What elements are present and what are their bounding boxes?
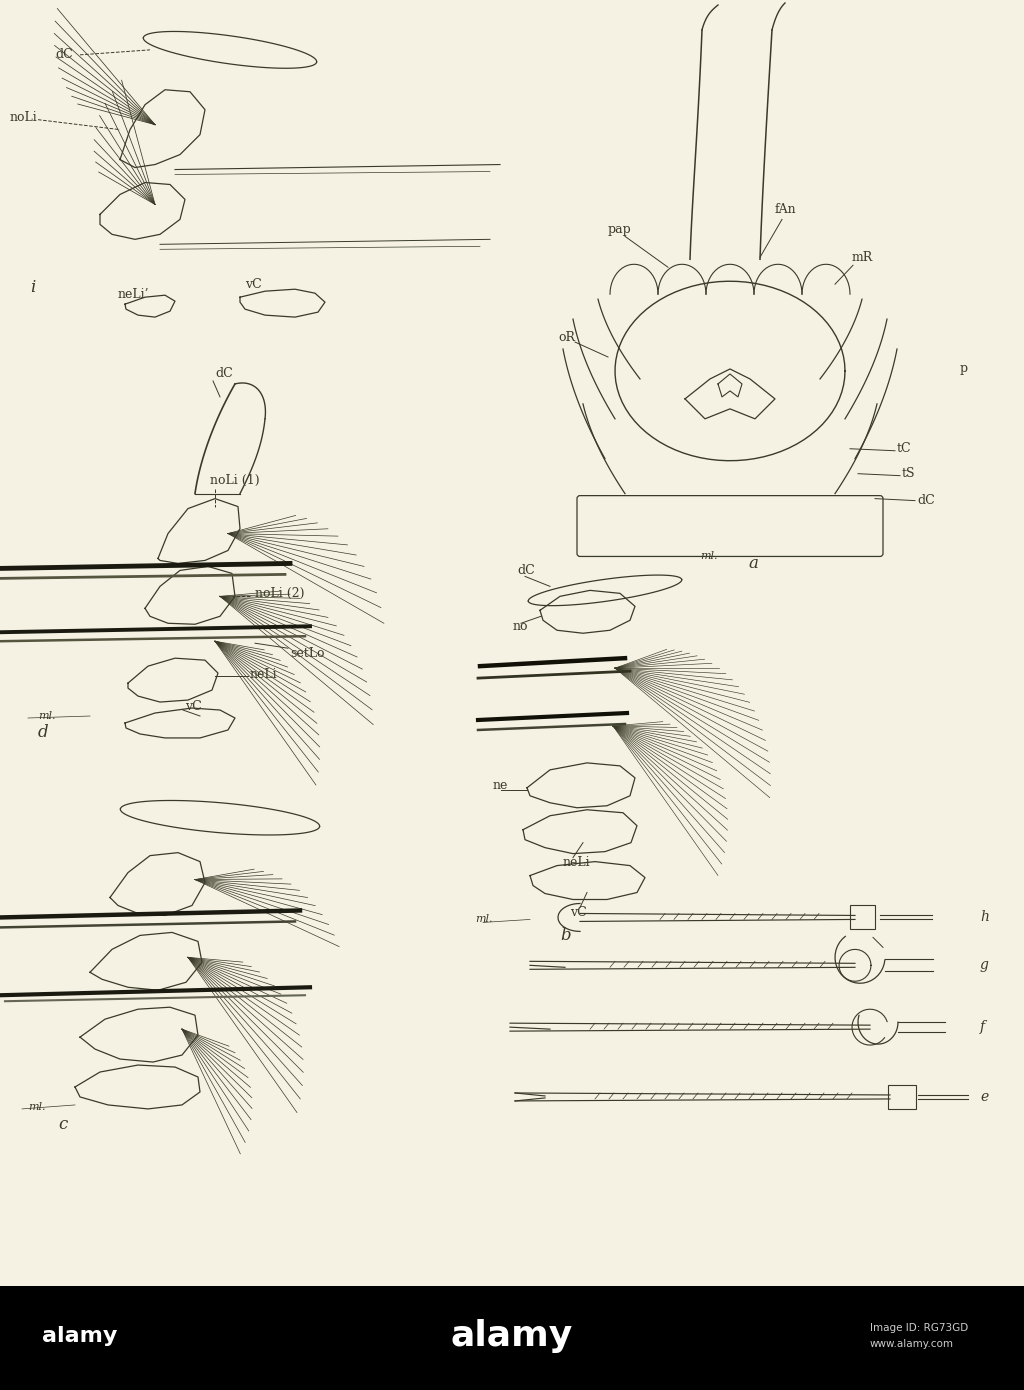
Text: vC: vC — [185, 699, 202, 713]
Text: vC: vC — [570, 906, 587, 919]
Text: alamy: alamy — [42, 1326, 118, 1347]
Text: p: p — [961, 363, 968, 375]
Text: setLo: setLo — [290, 646, 325, 660]
Text: mR: mR — [852, 250, 873, 264]
Text: f: f — [980, 1020, 985, 1034]
Text: ne: ne — [493, 780, 508, 792]
Text: h: h — [980, 910, 989, 924]
Text: e: e — [980, 1090, 988, 1104]
Text: dC: dC — [55, 49, 73, 61]
Text: d: d — [38, 724, 48, 741]
Text: vC: vC — [245, 278, 262, 291]
Text: tS: tS — [902, 467, 915, 480]
Text: dC: dC — [517, 564, 535, 577]
Text: noLi: noLi — [10, 111, 38, 124]
Text: neLi’: neLi’ — [118, 288, 150, 300]
Text: dC: dC — [918, 493, 935, 507]
Text: fAn: fAn — [775, 203, 797, 215]
Text: Image ID: RG73GD: Image ID: RG73GD — [870, 1323, 969, 1333]
Text: neLi: neLi — [563, 856, 591, 869]
Bar — [850, 905, 874, 930]
FancyBboxPatch shape — [577, 496, 883, 556]
Text: ml.: ml. — [38, 712, 55, 721]
Text: a: a — [748, 555, 758, 571]
Text: pap: pap — [608, 222, 632, 236]
Text: ml.: ml. — [475, 915, 493, 924]
Text: ml.: ml. — [28, 1102, 45, 1112]
Text: b: b — [560, 927, 570, 944]
Bar — [0, 1286, 1024, 1390]
Text: noLi (2): noLi (2) — [255, 587, 304, 600]
Text: alamy: alamy — [451, 1319, 573, 1354]
Text: i: i — [30, 279, 36, 296]
Text: ml.: ml. — [700, 552, 718, 562]
Text: neLi: neLi — [250, 667, 278, 681]
Text: no: no — [513, 620, 528, 632]
Bar — [888, 1086, 916, 1109]
Text: c: c — [58, 1116, 68, 1133]
Text: tC: tC — [897, 442, 911, 456]
Text: noLi (1): noLi (1) — [210, 474, 260, 486]
Text: dC: dC — [215, 367, 232, 381]
Text: oR: oR — [558, 331, 575, 343]
Text: g: g — [980, 958, 989, 973]
Text: www.alamy.com: www.alamy.com — [870, 1340, 954, 1350]
